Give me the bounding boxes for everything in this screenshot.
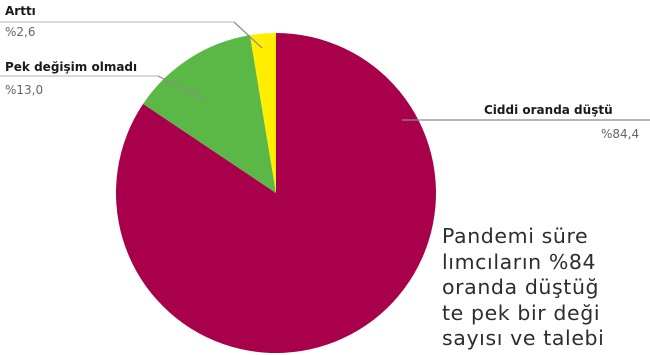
body-line: Pandemi süre bbox=[442, 224, 589, 248]
pie-slice-0 bbox=[115, 33, 436, 353]
slice-label-ciddi: Ciddi oranda düştü bbox=[484, 103, 613, 117]
slice-value-ciddi: %84,4 bbox=[601, 127, 639, 141]
body-line: lımcıların %84 bbox=[442, 249, 597, 274]
slice-label-pek: Pek değişim olmadı bbox=[5, 60, 137, 74]
leader-line-pek bbox=[157, 75, 206, 101]
body-line: sayısı ve talebi bbox=[442, 326, 605, 350]
slice-value-pek: %13,0 bbox=[5, 83, 43, 97]
pie-slice-2 bbox=[249, 33, 276, 193]
label-group-artti: Arttı %2,6 bbox=[0, 4, 263, 49]
pie-slice-1 bbox=[143, 35, 276, 193]
body-paragraph: Pandemi süre lımcıların %84 oranda düştü… bbox=[442, 224, 650, 352]
body-line: oranda düştüğ bbox=[442, 275, 600, 299]
label-group-pek: Pek değişim olmadı %13,0 bbox=[0, 60, 206, 101]
label-group-ciddi: Ciddi oranda düştü %84,4 bbox=[402, 103, 650, 141]
pie-slices bbox=[115, 33, 436, 353]
leader-line-artti bbox=[233, 21, 263, 49]
slice-label-artti: Arttı bbox=[5, 4, 36, 18]
body-line: te pek bir deği bbox=[442, 300, 601, 325]
slice-value-artti: %2,6 bbox=[5, 25, 36, 39]
